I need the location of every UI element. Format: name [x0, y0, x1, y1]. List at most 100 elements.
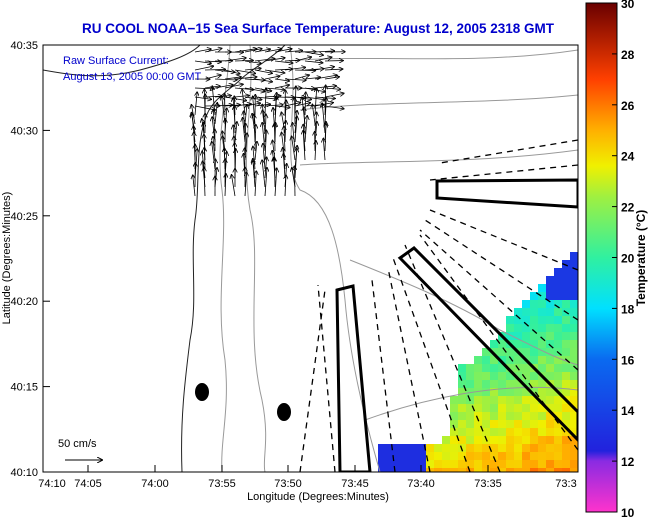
sst-cell	[458, 404, 466, 412]
radar-beam-line	[299, 289, 326, 472]
sst-cell	[546, 348, 554, 356]
radar-beam-line	[429, 164, 578, 181]
sst-cell	[554, 380, 562, 388]
sst-cell	[570, 364, 578, 372]
sst-cell	[458, 420, 466, 428]
sst-cell	[562, 324, 570, 332]
sst-cell	[402, 452, 410, 460]
sst-cell	[450, 436, 458, 444]
sst-cell	[514, 316, 522, 324]
current-vector-arrow	[294, 75, 309, 80]
sst-cell	[530, 404, 538, 412]
current-vector-arrow	[275, 96, 276, 125]
sst-cell	[546, 428, 554, 436]
radar-beam-line	[391, 254, 471, 472]
sst-cell	[570, 340, 578, 348]
current-vector-arrow	[194, 66, 213, 71]
sst-cell	[482, 396, 490, 404]
sst-cell	[522, 332, 530, 340]
current-vector-arrow	[234, 49, 257, 53]
sst-cell	[442, 460, 450, 468]
sst-cell	[514, 428, 522, 436]
sst-cell	[554, 268, 562, 276]
current-vector-arrow	[254, 59, 275, 61]
radar-beam-line	[419, 229, 578, 371]
sst-cell	[530, 332, 538, 340]
sst-cell	[522, 460, 530, 468]
sst-cell	[482, 388, 490, 396]
sst-cell	[498, 356, 506, 364]
sst-cell	[466, 428, 474, 436]
current-vector-arrow	[304, 96, 325, 100]
sst-cell	[570, 380, 578, 388]
sst-cell	[546, 444, 554, 452]
sst-cell	[378, 444, 386, 452]
x-tick-label: 74:05	[74, 478, 102, 490]
sst-cell	[522, 420, 530, 428]
sst-cell	[562, 412, 570, 420]
sst-cell	[410, 444, 418, 452]
sst-cell	[554, 412, 562, 420]
sst-cell	[546, 292, 554, 300]
sst-cell	[570, 300, 578, 308]
colorbar-tick-label: 16	[621, 353, 635, 367]
current-vector-arrow	[224, 69, 240, 74]
sst-cell	[514, 388, 522, 396]
sst-cell	[530, 380, 538, 388]
sst-cell	[466, 468, 474, 472]
colorbar-label: Temperature (°C)	[634, 210, 648, 307]
sst-cell	[562, 364, 570, 372]
sst-cell	[554, 436, 562, 444]
sst-cell	[538, 332, 546, 340]
sst-cell	[538, 444, 546, 452]
sst-cell	[498, 452, 506, 460]
current-vector-arrow	[284, 50, 302, 52]
sst-cell	[498, 420, 506, 428]
current-vector-arrow	[265, 168, 267, 197]
sst-cell	[466, 404, 474, 412]
colorbar-tick-label: 20	[621, 252, 635, 266]
sst-cell	[570, 348, 578, 356]
sst-cell	[538, 316, 546, 324]
sst-cell	[514, 356, 522, 364]
current-vector-arrow	[312, 104, 316, 125]
sst-cell	[530, 356, 538, 364]
current-vector-arrow	[195, 92, 197, 116]
current-vector-arrow	[254, 49, 270, 53]
current-vector-arrow	[264, 88, 284, 90]
sst-cell	[490, 388, 498, 396]
sst-cell	[538, 324, 546, 332]
sst-cell	[546, 284, 554, 292]
sst-cell	[522, 404, 530, 412]
sst-cell	[522, 444, 530, 452]
sst-cell	[538, 340, 546, 348]
y-tick-label: 40:15	[10, 382, 38, 394]
current-vector-arrow	[305, 92, 306, 116]
current-vector-arrow	[243, 118, 246, 143]
current-vector-arrow	[234, 60, 253, 61]
sst-cell	[546, 316, 554, 324]
current-vector-arrow	[232, 175, 236, 197]
sst-cell	[434, 460, 442, 468]
current-vector-arrow	[234, 106, 235, 134]
sst-cell	[538, 412, 546, 420]
sst-cell	[378, 460, 386, 468]
sst-cell	[570, 332, 578, 340]
sst-cell	[554, 404, 562, 412]
sst-cell	[570, 308, 578, 316]
sst-cell	[402, 444, 410, 452]
sst-cell	[458, 428, 466, 436]
current-vector-arrow	[254, 87, 271, 91]
sst-cell	[538, 348, 546, 356]
sst-cell	[570, 444, 578, 452]
sst-cell	[554, 308, 562, 316]
sst-cell	[506, 468, 514, 472]
sst-cell	[426, 444, 434, 452]
current-vector-arrow	[323, 139, 325, 161]
sst-cell	[530, 300, 538, 308]
sst-cell	[442, 436, 450, 444]
current-vector-arrow	[255, 142, 257, 161]
sst-cell	[506, 348, 514, 356]
sst-cell	[538, 308, 546, 316]
